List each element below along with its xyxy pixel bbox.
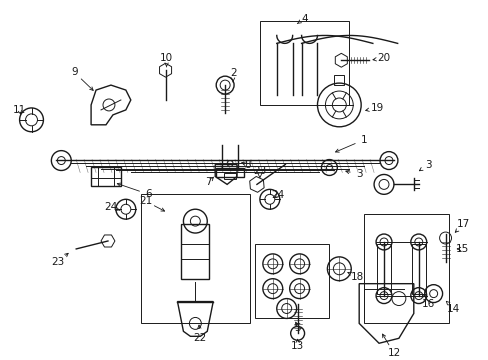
Text: 7: 7 (204, 177, 211, 188)
Text: 13: 13 (290, 341, 304, 351)
Text: 24: 24 (270, 190, 284, 200)
Text: 5: 5 (294, 323, 300, 333)
Text: 20: 20 (377, 53, 390, 63)
Bar (141, 194, 249, 323)
Text: 11: 11 (13, 105, 26, 115)
Text: 17: 17 (456, 219, 469, 229)
Text: 6: 6 (145, 189, 152, 199)
Text: 14: 14 (446, 303, 459, 314)
Text: 8: 8 (244, 159, 251, 170)
Text: 23: 23 (253, 166, 266, 176)
Text: 12: 12 (386, 348, 400, 358)
Text: 1: 1 (360, 135, 366, 145)
Bar (216, 167, 244, 177)
Text: 3: 3 (355, 170, 362, 180)
Bar (224, 174, 236, 179)
Bar (259, 21, 348, 105)
Bar (411, 244, 425, 294)
Bar (254, 244, 329, 319)
Text: 2: 2 (229, 68, 236, 78)
Bar (181, 224, 209, 279)
Bar (334, 75, 344, 85)
Text: 3: 3 (425, 159, 431, 170)
Text: 19: 19 (370, 103, 383, 113)
Text: 10: 10 (160, 53, 173, 63)
Bar (376, 244, 390, 294)
Text: 9: 9 (71, 67, 78, 77)
Text: 18: 18 (350, 272, 363, 282)
Text: 24: 24 (104, 202, 117, 212)
Text: 22: 22 (193, 333, 206, 343)
Text: 21: 21 (139, 196, 152, 206)
Text: 4: 4 (301, 14, 307, 23)
Bar (364, 214, 447, 323)
Text: 23: 23 (52, 257, 65, 267)
Bar (91, 167, 121, 186)
Text: 15: 15 (455, 244, 468, 254)
Text: 16: 16 (421, 298, 434, 309)
